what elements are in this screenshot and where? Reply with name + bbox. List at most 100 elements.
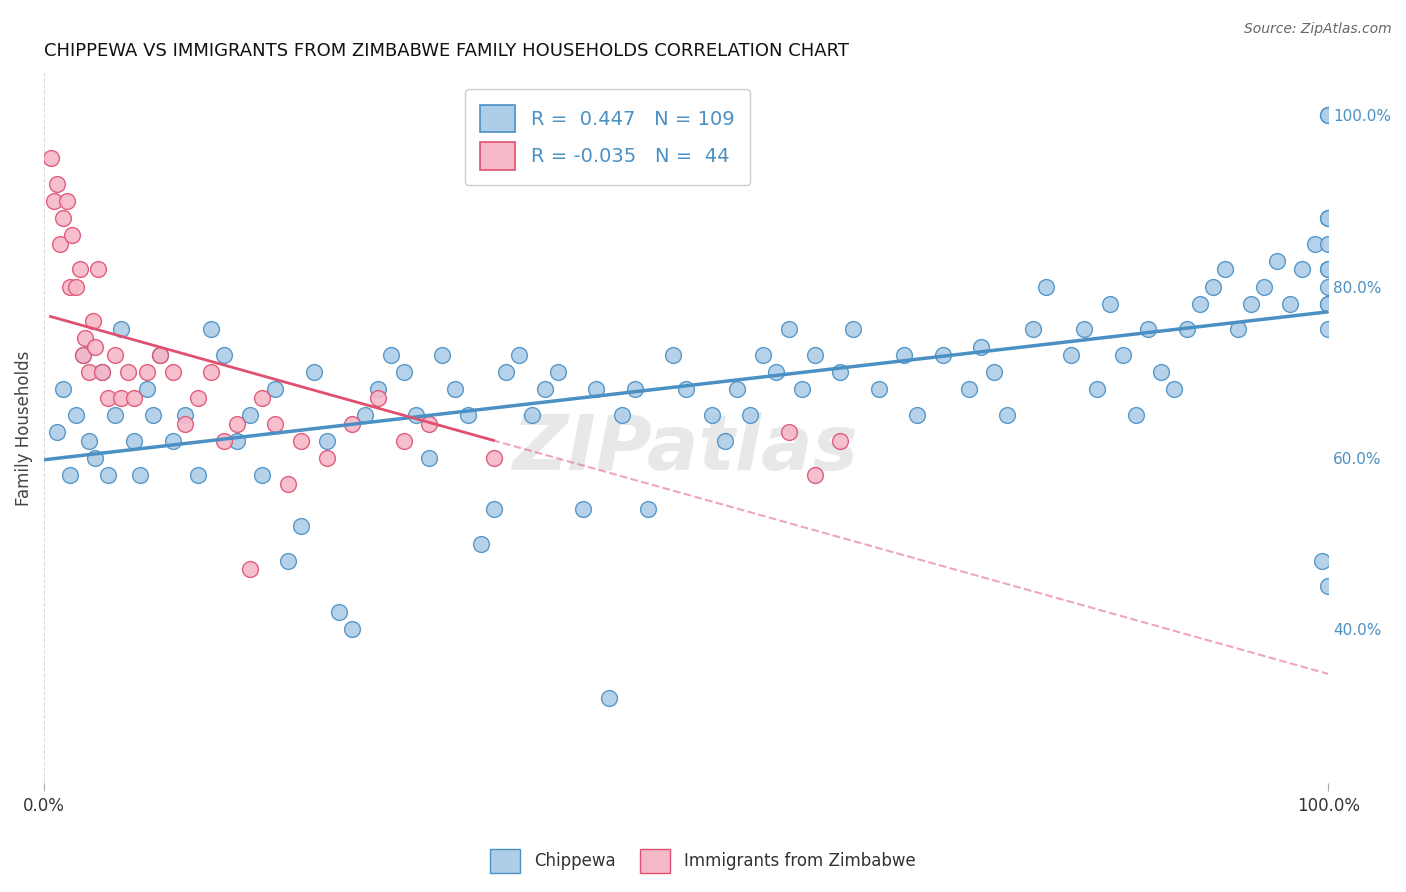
Text: Source: ZipAtlas.com: Source: ZipAtlas.com bbox=[1244, 22, 1392, 37]
Point bbox=[225, 417, 247, 431]
Point bbox=[264, 382, 287, 396]
Point bbox=[129, 468, 152, 483]
Point bbox=[482, 450, 505, 465]
Point bbox=[392, 434, 415, 448]
Point bbox=[264, 417, 287, 431]
Point bbox=[1253, 279, 1275, 293]
Point bbox=[187, 468, 209, 483]
Point bbox=[572, 502, 595, 516]
Legend: R =  0.447   N = 109, R = -0.035   N =  44: R = 0.447 N = 109, R = -0.035 N = 44 bbox=[465, 89, 749, 186]
Point bbox=[392, 365, 415, 379]
Point bbox=[868, 382, 890, 396]
Point bbox=[65, 408, 87, 422]
Point bbox=[1098, 296, 1121, 310]
Point bbox=[60, 228, 83, 243]
Point bbox=[534, 382, 557, 396]
Point bbox=[1317, 236, 1340, 251]
Point bbox=[380, 348, 402, 362]
Point bbox=[1150, 365, 1173, 379]
Point bbox=[893, 348, 915, 362]
Point bbox=[65, 279, 87, 293]
Point bbox=[444, 382, 467, 396]
Point bbox=[457, 408, 479, 422]
Point bbox=[803, 348, 825, 362]
Legend: Chippewa, Immigrants from Zimbabwe: Chippewa, Immigrants from Zimbabwe bbox=[484, 842, 922, 880]
Point bbox=[290, 519, 312, 533]
Point bbox=[290, 434, 312, 448]
Point bbox=[225, 434, 247, 448]
Y-axis label: Family Households: Family Households bbox=[15, 351, 32, 506]
Point bbox=[1317, 211, 1340, 225]
Point bbox=[84, 450, 107, 465]
Point bbox=[59, 279, 82, 293]
Point bbox=[905, 408, 928, 422]
Point bbox=[135, 365, 157, 379]
Point bbox=[90, 365, 112, 379]
Point bbox=[830, 434, 852, 448]
Point bbox=[405, 408, 427, 422]
Point bbox=[174, 417, 197, 431]
Point bbox=[97, 391, 120, 405]
Point bbox=[957, 382, 980, 396]
Point bbox=[1317, 108, 1340, 122]
Point bbox=[48, 236, 70, 251]
Point bbox=[1310, 554, 1333, 568]
Point bbox=[200, 322, 222, 336]
Point bbox=[1278, 296, 1301, 310]
Point bbox=[200, 365, 222, 379]
Point bbox=[142, 408, 165, 422]
Text: CHIPPEWA VS IMMIGRANTS FROM ZIMBABWE FAMILY HOUSEHOLDS CORRELATION CHART: CHIPPEWA VS IMMIGRANTS FROM ZIMBABWE FAM… bbox=[44, 42, 849, 60]
Point bbox=[238, 408, 260, 422]
Point bbox=[1215, 262, 1237, 277]
Point bbox=[315, 450, 337, 465]
Point bbox=[1022, 322, 1045, 336]
Point bbox=[84, 339, 107, 353]
Point bbox=[1303, 236, 1326, 251]
Point bbox=[790, 382, 813, 396]
Point bbox=[77, 365, 100, 379]
Point bbox=[328, 605, 350, 619]
Point bbox=[1073, 322, 1095, 336]
Point bbox=[1227, 322, 1250, 336]
Point bbox=[932, 348, 955, 362]
Point bbox=[252, 391, 274, 405]
Point bbox=[1265, 253, 1288, 268]
Point bbox=[842, 322, 865, 336]
Point bbox=[675, 382, 697, 396]
Point bbox=[1035, 279, 1057, 293]
Point bbox=[39, 151, 62, 165]
Point bbox=[367, 391, 389, 405]
Point bbox=[97, 468, 120, 483]
Point bbox=[1317, 211, 1340, 225]
Point bbox=[44, 194, 66, 208]
Point bbox=[149, 348, 172, 362]
Point bbox=[135, 382, 157, 396]
Point bbox=[1201, 279, 1223, 293]
Point bbox=[212, 434, 235, 448]
Point bbox=[1137, 322, 1160, 336]
Point bbox=[520, 408, 543, 422]
Point bbox=[1085, 382, 1108, 396]
Point bbox=[59, 468, 82, 483]
Point bbox=[1291, 262, 1313, 277]
Point bbox=[117, 365, 139, 379]
Point bbox=[1317, 279, 1340, 293]
Point bbox=[1317, 262, 1340, 277]
Point bbox=[90, 365, 112, 379]
Point bbox=[1163, 382, 1185, 396]
Point bbox=[1112, 348, 1135, 362]
Point bbox=[72, 348, 94, 362]
Point bbox=[1317, 108, 1340, 122]
Point bbox=[547, 365, 569, 379]
Point bbox=[302, 365, 325, 379]
Point bbox=[122, 434, 145, 448]
Point bbox=[1317, 262, 1340, 277]
Point bbox=[1317, 579, 1340, 593]
Point bbox=[162, 434, 184, 448]
Point bbox=[149, 348, 172, 362]
Point bbox=[69, 262, 91, 277]
Point bbox=[1175, 322, 1198, 336]
Point bbox=[610, 408, 633, 422]
Text: ZIPatlas: ZIPatlas bbox=[513, 412, 859, 486]
Point bbox=[212, 348, 235, 362]
